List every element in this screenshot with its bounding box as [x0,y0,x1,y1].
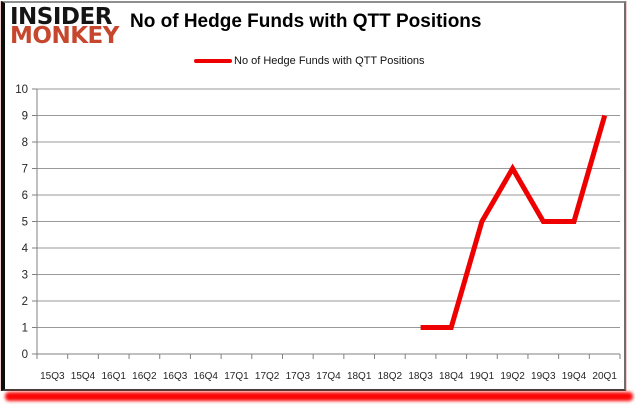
red-shadow-bar [5,392,633,401]
chart-title: No of Hedge Funds with QTT Positions [130,11,482,32]
insider-monkey-logo: INSIDER MONKEY [10,4,119,49]
logo-word-insider: INSIDER [10,4,112,30]
logo-word-monkey: MONKEY [10,23,119,49]
legend: No of Hedge Funds with QTT Positions [194,53,425,69]
legend-label: No of Hedge Funds with QTT Positions [234,55,425,67]
legend-line-marker [194,59,232,63]
